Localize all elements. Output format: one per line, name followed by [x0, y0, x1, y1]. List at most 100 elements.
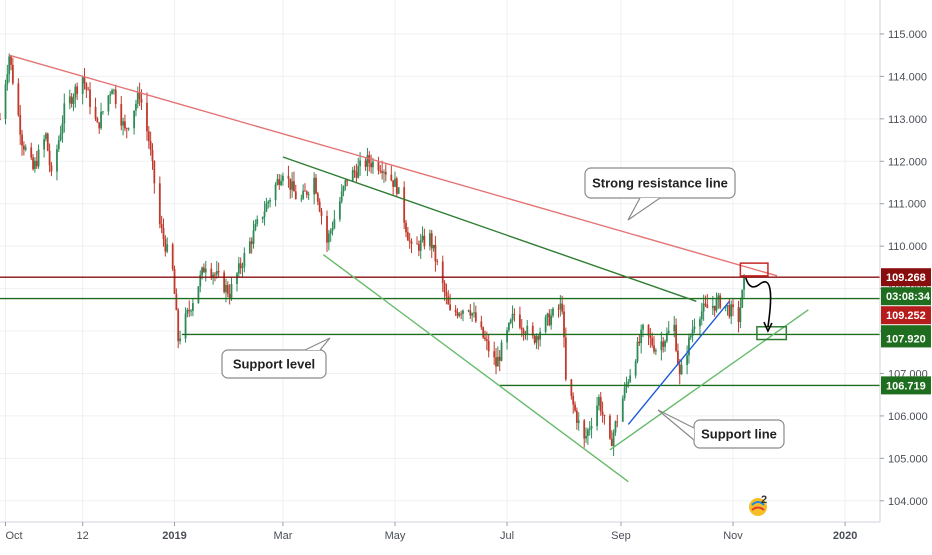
candle-body — [101, 111, 104, 113]
candle-body — [702, 303, 705, 312]
x-tick-label: Jul — [500, 530, 514, 542]
y-tick-label: 111.000 — [888, 199, 926, 211]
candle-body — [21, 134, 23, 146]
candle-body — [188, 309, 191, 312]
candle-body — [445, 292, 448, 297]
candle-body — [575, 410, 578, 423]
candle-body — [6, 74, 9, 85]
x-tick-label: Nov — [723, 530, 743, 542]
candle-body — [140, 99, 143, 103]
candle-body — [192, 303, 194, 311]
badge-text: 03:08:34 — [886, 291, 931, 303]
candle-body — [739, 307, 742, 322]
candle-body — [37, 149, 40, 167]
candle-body — [212, 274, 215, 277]
candle-body — [469, 310, 472, 316]
candle-body — [294, 191, 297, 199]
candle-body — [265, 203, 268, 212]
candle-body — [289, 178, 292, 190]
candle-body — [344, 180, 347, 187]
candle-body — [230, 283, 233, 298]
candle-body — [417, 244, 420, 251]
candle-body — [653, 345, 655, 352]
y-tick-label: 113.000 — [888, 114, 927, 126]
candle-body — [654, 350, 657, 352]
candle-body — [34, 160, 36, 170]
candle-body — [583, 420, 586, 439]
candle-body — [686, 355, 688, 366]
candle-body — [421, 235, 424, 241]
x-tick-label: 12 — [77, 530, 89, 542]
candle-body — [563, 311, 565, 338]
candle-body — [596, 405, 598, 427]
candle-body — [665, 332, 668, 342]
candle-body — [59, 133, 62, 141]
candle-body — [667, 331, 670, 333]
candle-body — [390, 174, 393, 181]
support-line-callout: Support line — [657, 409, 785, 449]
candle-body — [640, 329, 643, 344]
candle-body — [217, 271, 220, 273]
candle-body — [226, 284, 229, 294]
candle-body — [149, 141, 152, 150]
candle-body — [599, 397, 602, 412]
candle-body — [204, 268, 207, 273]
candle-body — [72, 97, 75, 104]
candle-body — [546, 313, 549, 317]
candle-body — [76, 86, 79, 94]
candle-body — [214, 274, 216, 276]
trend-line-lower-channel — [322, 254, 629, 483]
candle-body — [548, 313, 551, 326]
candle-body — [513, 314, 516, 315]
candle-body — [57, 140, 60, 150]
candle-body — [315, 177, 317, 194]
candle-body — [441, 261, 444, 284]
candle-body — [342, 186, 345, 192]
candles — [0, 53, 747, 457]
badge-bg — [881, 287, 931, 306]
y-tick-label: 112.000 — [888, 156, 927, 168]
candle-body — [94, 106, 97, 119]
candle-body — [559, 303, 562, 310]
candle-body — [586, 429, 589, 436]
callout-pointer — [657, 409, 695, 441]
candle-body — [151, 149, 154, 162]
candle-body — [340, 191, 343, 202]
candle-body — [522, 329, 525, 335]
projection-arrow — [745, 277, 772, 328]
candle-body — [651, 338, 654, 346]
logo-arc-blue — [751, 501, 765, 506]
trend-lines — [8, 54, 809, 483]
candle-body — [22, 145, 25, 150]
candle-body — [256, 219, 259, 225]
candle-body — [507, 323, 510, 331]
badge-bg — [881, 329, 931, 348]
candle-body — [539, 331, 542, 340]
candle-body — [124, 121, 126, 129]
candle-body — [8, 56, 11, 75]
y-tick-label: 110.000 — [888, 241, 927, 253]
support-level-callout: Support level — [221, 337, 331, 379]
candle-body — [175, 293, 178, 311]
candle-body — [190, 310, 192, 312]
candle-body — [267, 201, 270, 204]
candle-body — [254, 224, 257, 231]
candle-body — [280, 181, 282, 186]
candle-body — [419, 240, 422, 251]
candle-body — [338, 201, 341, 220]
candle-body — [577, 420, 580, 423]
candle-body — [291, 181, 294, 190]
candle-body — [377, 161, 380, 171]
candle-body — [287, 175, 290, 179]
candle-body — [32, 157, 34, 170]
candle-body — [63, 103, 66, 124]
candle-body — [704, 303, 707, 305]
candle-body — [4, 84, 7, 119]
candle-body — [293, 181, 295, 192]
candle-body — [699, 319, 701, 327]
candle-body — [715, 299, 718, 311]
strong-resistance-callout: Strong resistance line — [584, 167, 736, 221]
candle-body — [307, 194, 310, 196]
candle-body — [366, 155, 369, 167]
